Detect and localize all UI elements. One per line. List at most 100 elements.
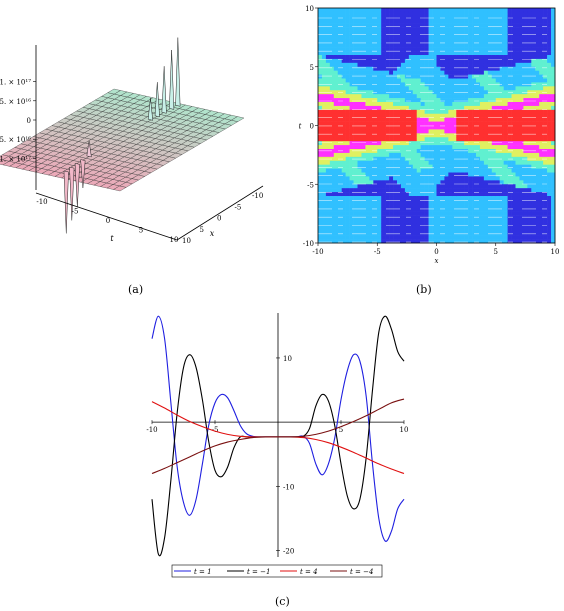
heatmap-cell	[523, 141, 528, 146]
heatmap-cell	[452, 227, 457, 232]
heatmap-cell	[412, 145, 418, 150]
heatmap-cell	[460, 207, 465, 212]
heatmap-cell	[468, 55, 473, 60]
heatmap-cell	[416, 160, 421, 165]
heatmap-cell	[416, 184, 421, 189]
heatmap-cell	[468, 15, 473, 21]
heatmap-cell	[448, 239, 453, 244]
heatmap-cell	[440, 98, 445, 103]
heatmap-cell	[361, 55, 366, 60]
heatmap-cell	[365, 35, 370, 40]
heatmap-cell	[329, 58, 335, 64]
heatmap-cell	[357, 137, 362, 142]
heatmap-cell	[393, 62, 398, 68]
heatmap-cell	[329, 11, 335, 17]
heatmap-cell	[487, 172, 493, 177]
heatmap-cell	[543, 31, 548, 36]
heatmap-cell	[507, 149, 512, 154]
heatmap-cell	[389, 90, 394, 95]
heatmap-cell	[321, 133, 327, 138]
heatmap-cell	[507, 78, 512, 83]
heatmap-cell	[448, 86, 453, 91]
heatmap-cell	[424, 43, 429, 48]
heatmap-cell	[507, 176, 512, 181]
heatmap-cell	[397, 117, 402, 122]
heatmap-cell	[456, 164, 461, 169]
heatmap-cell	[389, 70, 394, 75]
heatmap-cell	[551, 141, 556, 146]
heatmap-cell	[436, 231, 441, 236]
heatmap-cell	[412, 188, 418, 193]
heatmap-cell	[420, 94, 425, 99]
heatmap-cell	[377, 149, 382, 154]
heatmap-cell	[452, 90, 457, 95]
heatmap-cell	[456, 117, 461, 122]
heatmap-cell	[424, 188, 429, 193]
heatmap-cell	[428, 172, 433, 177]
heatmap-cell	[503, 58, 508, 64]
heatmap-cell	[519, 74, 524, 79]
heatmap-cell	[369, 31, 374, 36]
heatmap-cell	[361, 8, 366, 13]
heatmap-cell	[436, 168, 441, 173]
heatmap-cell	[491, 51, 497, 56]
heatmap-cell	[535, 133, 540, 138]
heatmap-cell	[551, 74, 556, 79]
heatmap-cell	[385, 121, 390, 126]
heatmap-cell	[389, 66, 394, 71]
heatmap-cell	[479, 62, 485, 68]
heatmap-cell	[448, 125, 453, 130]
heatmap-cell	[321, 121, 327, 126]
heatmap-cell	[408, 145, 414, 150]
heatmap-cell	[377, 196, 382, 201]
heatmap-y-tick-label: 10	[305, 5, 314, 13]
heatmap-cell	[393, 102, 398, 107]
heatmap-cell	[440, 109, 445, 115]
heatmap-cell	[357, 196, 362, 201]
heatmap-cell	[468, 137, 473, 142]
heatmap-cell	[432, 133, 437, 138]
heatmap-cell	[531, 133, 536, 138]
heatmap-cell	[385, 184, 390, 189]
heatmap-cell	[377, 223, 382, 228]
heatmap-cell	[389, 172, 394, 177]
heatmap-cell	[345, 160, 350, 165]
heatmap-cell	[543, 94, 548, 99]
heatmap-cell	[456, 133, 461, 138]
heatmap-cell	[543, 102, 548, 107]
heatmap-cell	[551, 23, 556, 28]
heatmap-cell	[412, 133, 418, 138]
heatmap-cell	[325, 90, 331, 95]
heatmap-cell	[460, 235, 465, 240]
caption-c: (c)	[275, 595, 290, 608]
heatmap-cell	[472, 188, 477, 193]
heatmap-cell	[499, 105, 504, 111]
heatmap-cell	[373, 105, 378, 111]
heatmap-cell	[547, 74, 552, 79]
heatmap-cell	[416, 105, 421, 111]
heatmap-cell	[424, 203, 429, 209]
heatmap-cell	[440, 129, 445, 134]
heatmap-cell	[487, 43, 493, 48]
heatmap-cell	[325, 11, 331, 17]
heatmap-cell	[543, 160, 548, 165]
heatmap-cell	[345, 102, 350, 107]
heatmap-cell	[456, 70, 461, 75]
heatmap-cell	[468, 211, 473, 216]
heatmap-cell	[329, 235, 335, 240]
heatmap-cell	[491, 215, 497, 220]
heatmap-cell	[507, 196, 512, 201]
heatmap-cell	[373, 94, 378, 99]
heatmap-cell	[361, 27, 366, 32]
heatmap-cell	[369, 168, 374, 173]
heatmap-cell	[341, 82, 346, 87]
heatmap-cell	[507, 31, 512, 36]
heatmap-cell	[519, 8, 524, 13]
heatmap-cell	[472, 145, 477, 150]
heatmap-cell	[436, 207, 441, 212]
heatmap-cell	[531, 35, 536, 40]
heatmap-cell	[341, 121, 346, 126]
heatmap-cell	[349, 39, 354, 44]
heatmap-cell	[483, 105, 489, 111]
heatmap-cell	[389, 188, 394, 193]
